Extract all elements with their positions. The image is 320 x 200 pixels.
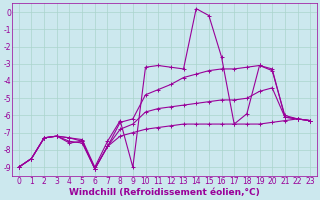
X-axis label: Windchill (Refroidissement éolien,°C): Windchill (Refroidissement éolien,°C) [69,188,260,197]
